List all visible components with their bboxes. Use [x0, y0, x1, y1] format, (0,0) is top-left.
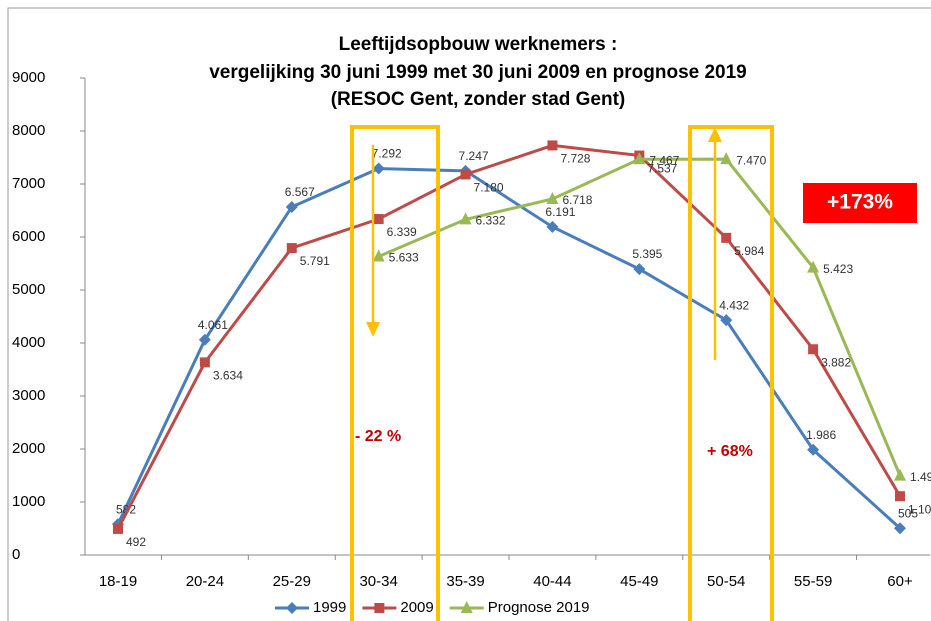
x-tick-label: 50-54: [707, 573, 745, 590]
value-label: 3.634: [213, 369, 243, 383]
value-label: 6.718: [562, 193, 592, 207]
x-tick-label: 25-29: [273, 573, 311, 590]
x-tick-label: 45-49: [620, 573, 658, 590]
chart-title: (RESOC Gent, zonder stad Gent): [331, 89, 626, 110]
marker: [894, 522, 906, 535]
legend-label: Prognose 2019: [488, 599, 590, 616]
marker: [546, 220, 559, 233]
marker: [546, 191, 559, 204]
value-label: 7.292: [372, 147, 402, 161]
arrow-head: [366, 322, 380, 337]
value-label: 7.470: [736, 153, 766, 167]
y-tick-label: 3000: [12, 387, 45, 404]
value-label: 4.432: [719, 298, 749, 312]
value-label: 5.633: [389, 251, 419, 265]
marker: [547, 140, 558, 151]
value-label: 1.109: [908, 502, 931, 516]
value-label: 7.247: [459, 149, 489, 163]
y-tick-label: 5000: [12, 281, 45, 298]
x-tick-label: 30-34: [359, 573, 397, 590]
y-tick-label: 8000: [12, 122, 45, 139]
value-label: 4.061: [198, 318, 228, 332]
y-tick-label: 4000: [12, 334, 45, 351]
marker: [372, 249, 385, 262]
value-label: 1.497: [910, 470, 931, 484]
marker: [894, 468, 906, 481]
annotation: - 22 %: [355, 428, 401, 445]
value-label: 6.191: [545, 205, 575, 219]
marker: [807, 260, 820, 273]
annotation: + 68%: [707, 443, 753, 460]
marker: [720, 314, 733, 327]
marker: [720, 152, 733, 165]
marker: [286, 243, 297, 254]
x-tick-label: 60+: [887, 573, 913, 590]
value-label: 6.332: [476, 214, 506, 228]
value-label: 5.423: [823, 262, 853, 276]
value-label: 492: [126, 535, 146, 549]
value-label: 3.882: [821, 355, 851, 369]
value-label: 6.567: [285, 185, 315, 199]
marker: [895, 491, 905, 502]
value-label: 5.791: [300, 254, 330, 268]
marker: [374, 603, 385, 613]
arrow-head: [708, 127, 722, 142]
marker: [286, 602, 298, 614]
y-tick-label: 0: [12, 546, 20, 563]
y-tick-label: 7000: [12, 175, 45, 192]
legend-label: 1999: [313, 599, 346, 616]
frame: [7, 7, 931, 621]
series-line: [116, 143, 902, 530]
y-tick-label: 2000: [12, 440, 45, 457]
y-tick-label: 6000: [12, 228, 45, 245]
marker: [633, 263, 646, 276]
marker: [198, 333, 211, 346]
chart-title: vergelijking 30 juni 1999 met 30 juni 20…: [209, 62, 747, 83]
marker: [372, 162, 385, 175]
value-label: 505: [898, 506, 918, 520]
marker: [199, 357, 210, 368]
annotation: +173%: [827, 191, 893, 214]
x-tick-label: 35-39: [446, 573, 484, 590]
series-line: [116, 167, 902, 530]
x-tick-label: 55-59: [794, 573, 832, 590]
value-label: 5.984: [734, 244, 764, 258]
x-tick-label: 40-44: [533, 573, 571, 590]
plot-area: 0 1000 2000 3000 4000 5000 6000 7000 8000 9000 18-…: [12, 69, 931, 616]
marker: [460, 601, 473, 613]
marker: [808, 344, 819, 355]
marker: [721, 232, 732, 243]
legend-label: 2009: [400, 599, 433, 616]
marker: [460, 169, 471, 180]
value-label: 7.180: [474, 181, 504, 195]
highlight-box: [688, 125, 774, 621]
value-label: 1.986: [806, 428, 836, 442]
value-label: 6.339: [387, 225, 417, 239]
value-label: 5.395: [632, 247, 662, 261]
marker: [285, 200, 298, 213]
marker: [113, 523, 123, 534]
y-tick-label: 1000: [12, 493, 45, 510]
x-tick-label: 18-19: [99, 573, 137, 590]
x-tick-label: 20-24: [186, 573, 224, 590]
chart-title: Leeftijdsopbouw werknemers :: [339, 34, 618, 55]
highlight-box: [350, 125, 440, 621]
value-label: 7.537: [647, 162, 677, 176]
marker: [807, 443, 820, 456]
callout-box: [803, 183, 917, 223]
marker: [373, 214, 384, 225]
value-label: 7.728: [560, 152, 590, 166]
value-label: 7.467: [649, 153, 679, 167]
marker: [459, 212, 472, 225]
marker: [633, 152, 646, 165]
y-tick-label: 9000: [12, 69, 45, 86]
